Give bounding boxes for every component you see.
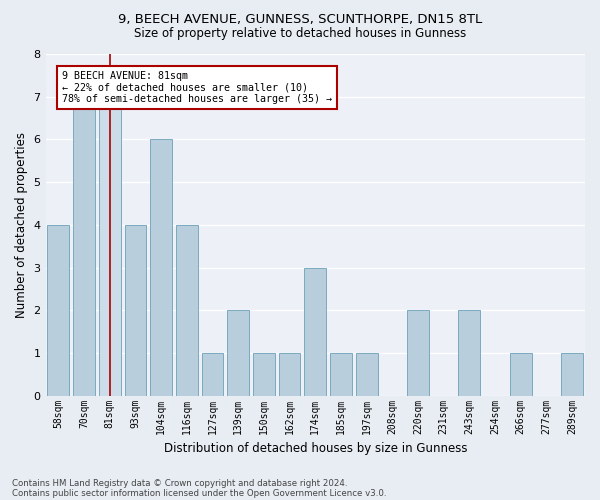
Bar bbox=[73, 96, 95, 396]
Bar bbox=[510, 353, 532, 396]
Bar bbox=[458, 310, 481, 396]
Bar bbox=[253, 353, 275, 396]
Text: Contains public sector information licensed under the Open Government Licence v3: Contains public sector information licen… bbox=[12, 488, 386, 498]
Bar bbox=[150, 140, 172, 396]
X-axis label: Distribution of detached houses by size in Gunness: Distribution of detached houses by size … bbox=[164, 442, 467, 455]
Bar bbox=[125, 225, 146, 396]
Text: 9 BEECH AVENUE: 81sqm
← 22% of detached houses are smaller (10)
78% of semi-deta: 9 BEECH AVENUE: 81sqm ← 22% of detached … bbox=[62, 71, 332, 104]
Bar bbox=[176, 225, 198, 396]
Bar bbox=[304, 268, 326, 396]
Bar bbox=[407, 310, 429, 396]
Bar bbox=[227, 310, 249, 396]
Text: Contains HM Land Registry data © Crown copyright and database right 2024.: Contains HM Land Registry data © Crown c… bbox=[12, 478, 347, 488]
Bar bbox=[99, 96, 121, 396]
Y-axis label: Number of detached properties: Number of detached properties bbox=[15, 132, 28, 318]
Bar bbox=[278, 353, 301, 396]
Bar bbox=[47, 225, 70, 396]
Bar bbox=[356, 353, 377, 396]
Text: 9, BEECH AVENUE, GUNNESS, SCUNTHORPE, DN15 8TL: 9, BEECH AVENUE, GUNNESS, SCUNTHORPE, DN… bbox=[118, 12, 482, 26]
Bar bbox=[202, 353, 223, 396]
Bar bbox=[561, 353, 583, 396]
Bar bbox=[330, 353, 352, 396]
Text: Size of property relative to detached houses in Gunness: Size of property relative to detached ho… bbox=[134, 28, 466, 40]
